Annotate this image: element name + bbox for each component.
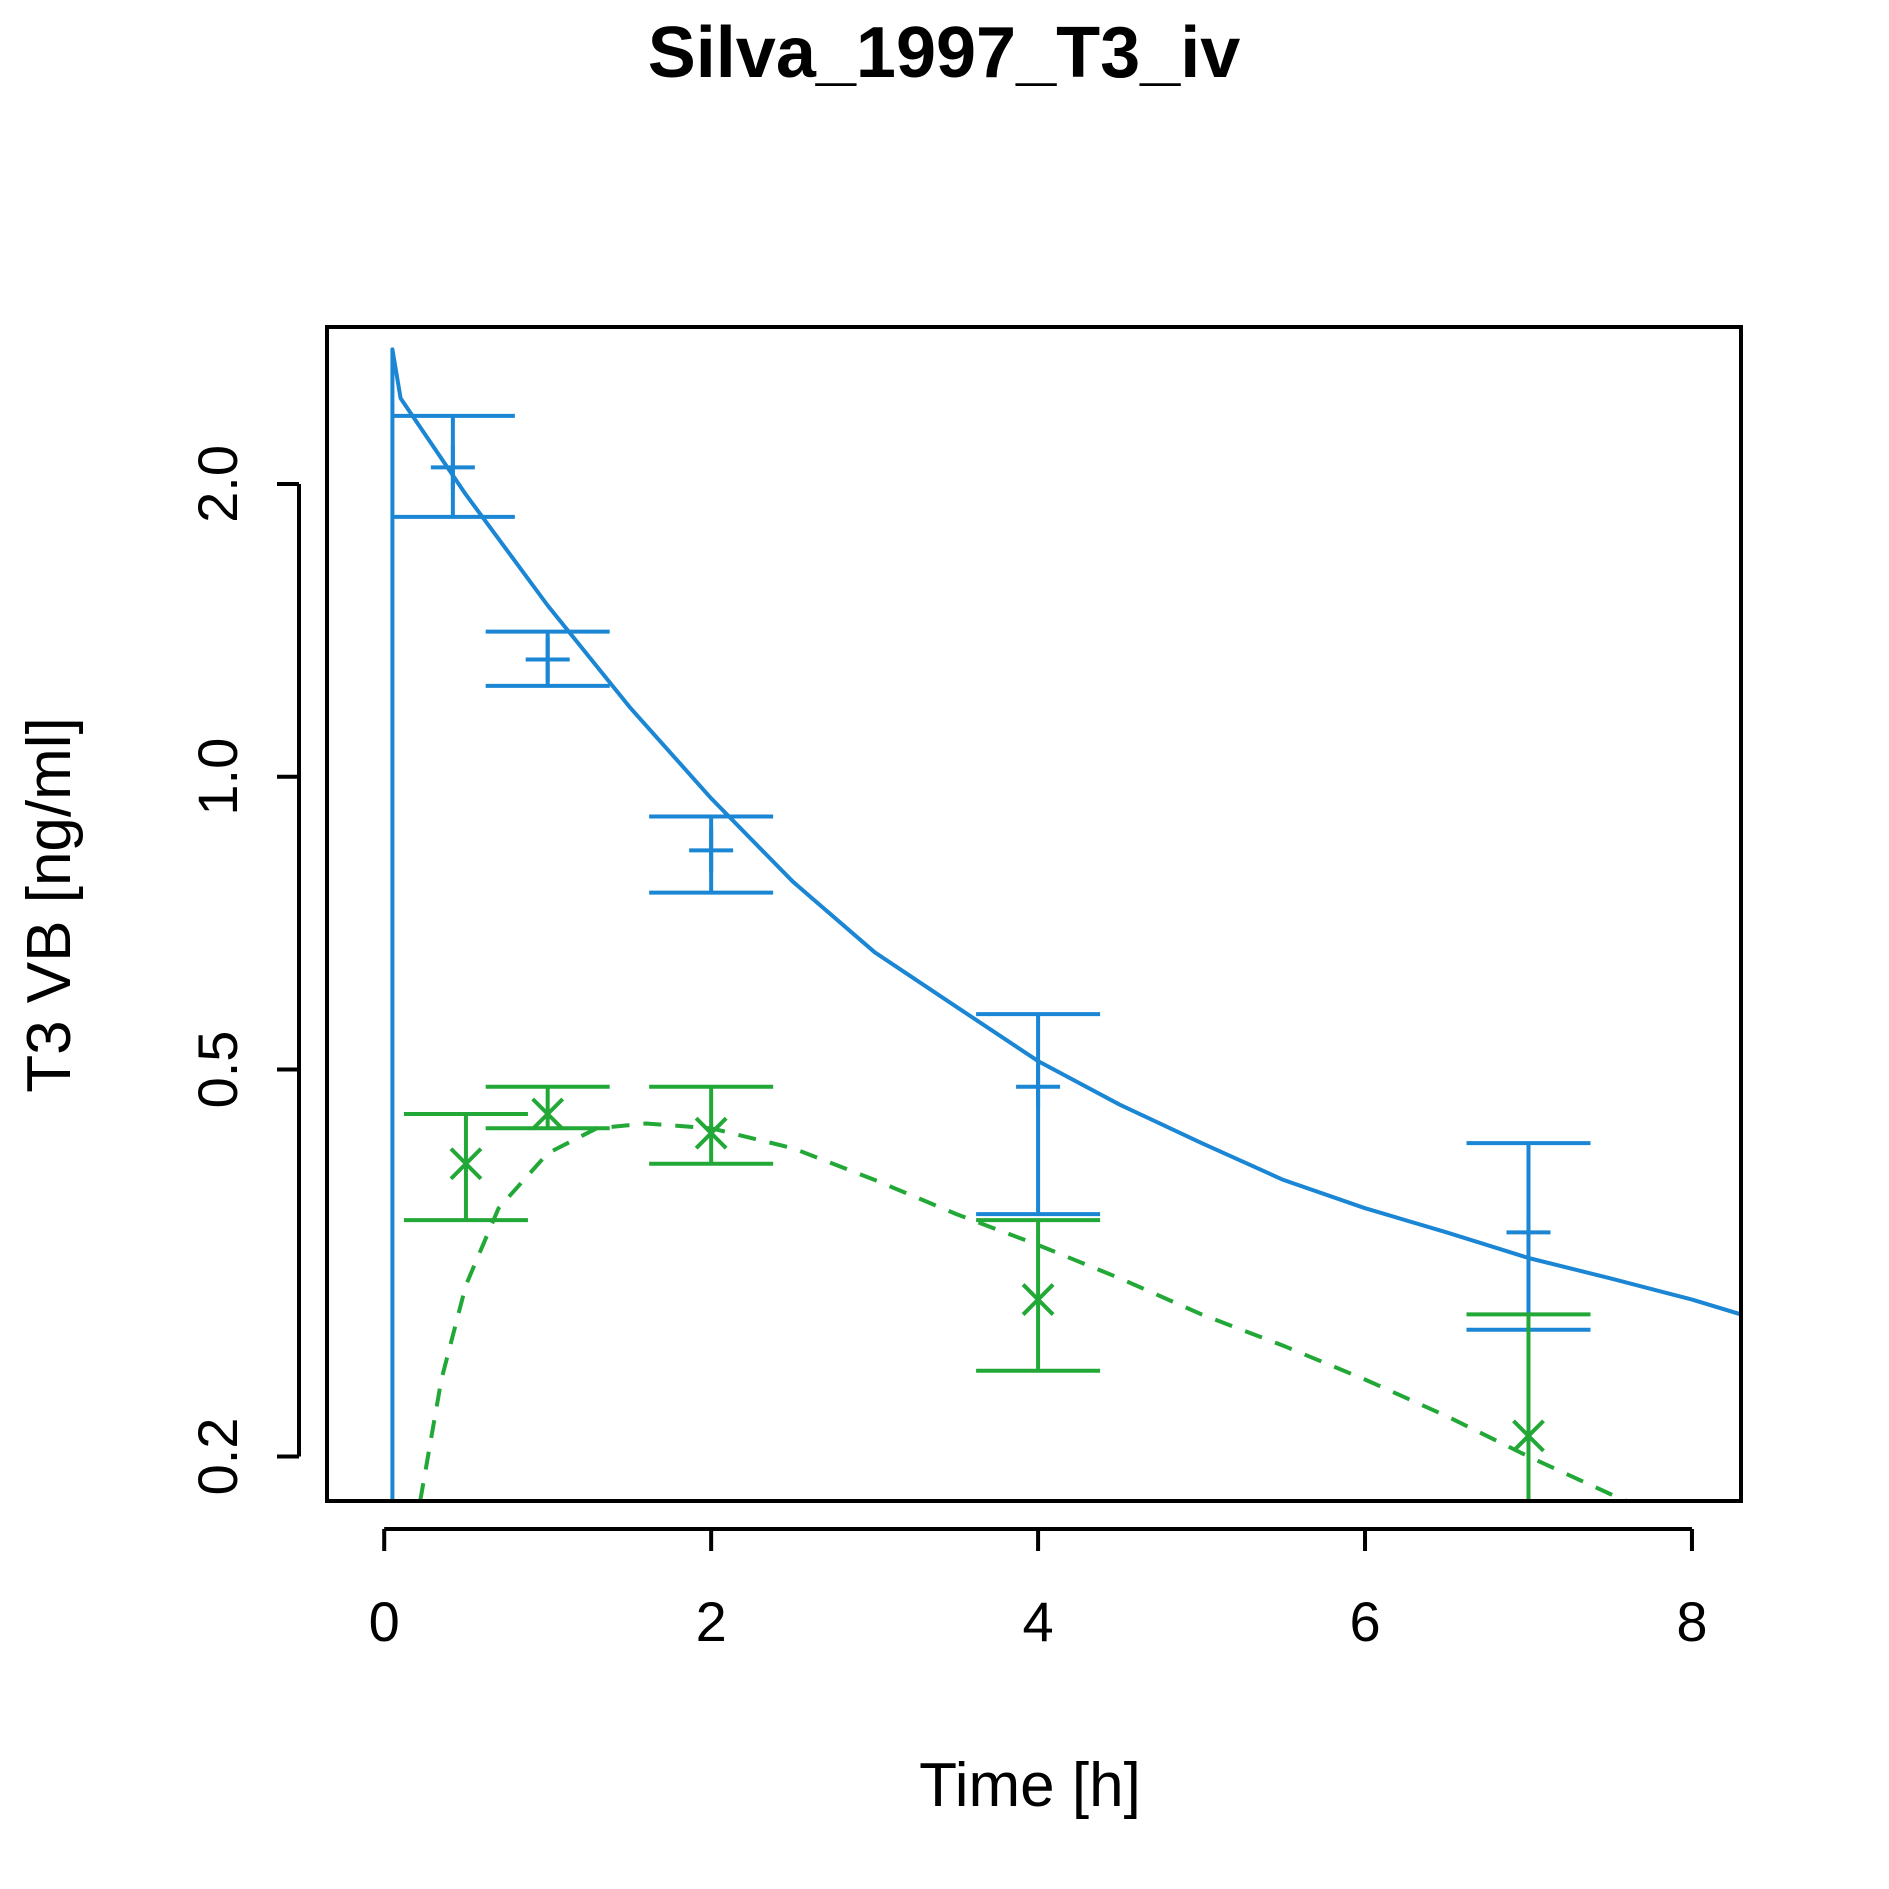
x-marker-b — [694, 1116, 728, 1150]
y-tick-label-3: 2.0 — [186, 445, 249, 523]
observed-point-7 — [485, 1084, 610, 1131]
x-tick-label-3: 6 — [1349, 1590, 1380, 1653]
x-marker-b — [449, 1147, 483, 1181]
x-marker-b — [1021, 1283, 1055, 1316]
y-tick-label-1: 0.5 — [186, 1031, 249, 1109]
x-tick-label-0: 0 — [369, 1590, 400, 1653]
y-tick-label-0: 0.2 — [186, 1418, 249, 1496]
axis-layer: 0 2 4 6 8 0.2 0.5 1.0 2.0 — [186, 445, 1708, 1653]
observed-point-1 — [390, 413, 515, 519]
y-axis-label: T3 VB [ng/ml] — [15, 717, 84, 1093]
x-axis-label: Time [h] — [919, 1751, 1141, 1820]
observed-point-9 — [976, 1218, 1101, 1373]
plot-frame — [325, 325, 1743, 1503]
x-tick-label-4: 8 — [1676, 1590, 1707, 1653]
x-marker-b — [531, 1097, 565, 1131]
observed-point-3 — [649, 814, 774, 895]
observed-point-10 — [1466, 1312, 1591, 1501]
series-line-2 — [418, 1121, 1628, 1501]
observed-point-6 — [403, 1111, 528, 1223]
x-marker-b — [1512, 1419, 1545, 1453]
x-tick-label-2: 4 — [1023, 1590, 1054, 1653]
observed-point-8 — [649, 1084, 774, 1166]
observed-point-5 — [1466, 1141, 1591, 1332]
series-line-1 — [390, 347, 1741, 1501]
observed-point-2 — [485, 629, 610, 688]
y-tick-label-2: 1.0 — [186, 738, 249, 816]
x-tick-label-1: 2 — [696, 1590, 727, 1653]
observed-point-4 — [976, 1012, 1101, 1217]
plot-layer — [390, 347, 1741, 1501]
chart-title: Silva_1997_T3_iv — [648, 13, 1241, 93]
